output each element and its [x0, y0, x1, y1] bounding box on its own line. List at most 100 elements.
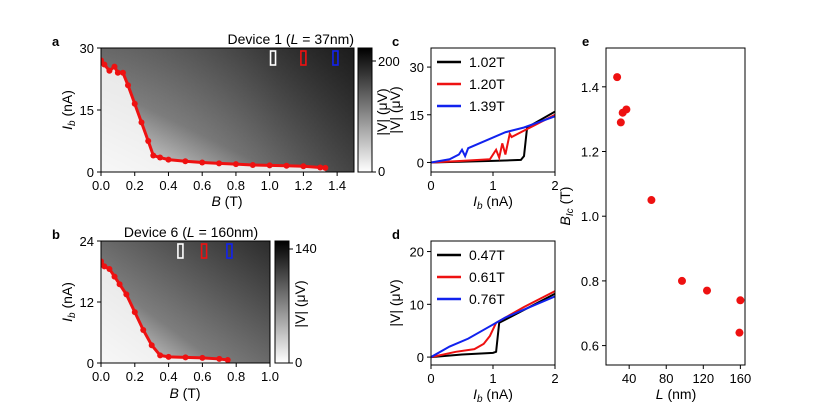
panel-a-critical-point — [322, 164, 329, 171]
panel-b-xtick-label: 0.2 — [126, 369, 144, 384]
panel-b-field-marker — [226, 243, 233, 259]
panel-a-critical-point — [216, 160, 223, 167]
panel-b-field-marker — [177, 243, 184, 259]
panel-b-critical-point — [148, 342, 155, 349]
panel-a-critical-point — [114, 69, 121, 76]
panel-c-legend-label: 1.39T — [469, 98, 505, 114]
panel-b-colorbar-tick-max: 140 — [295, 241, 317, 256]
panel-e-point — [613, 73, 622, 82]
panel-b-xlabel: B (T) — [169, 385, 200, 401]
panel-e-points — [613, 73, 745, 337]
panel-e-xtick-label: 40 — [622, 371, 636, 386]
panel-d-ytick-label: 0 — [417, 350, 424, 365]
panel-c-xtick-label: 1 — [489, 178, 496, 193]
panel-a-critical-point — [249, 161, 256, 168]
panel-d-legend-label: 0.47T — [469, 247, 505, 263]
panel-a-critical-current-curve — [101, 57, 329, 171]
panel-a-xtick-label: 0.4 — [159, 178, 177, 193]
panel-d-legend-label: 0.76T — [469, 291, 505, 307]
panel-e-ytick-label: 1.0 — [581, 209, 599, 224]
panel-a-critical-point — [150, 152, 157, 159]
panel-a-critical-point — [165, 156, 172, 163]
panel-e-xlabel: L (nm) — [656, 386, 696, 402]
panel-b-critical-point — [101, 263, 108, 270]
panel-c-series — [431, 110, 555, 164]
panel-a-title: Device 1 (L = 37nm) — [228, 31, 354, 47]
panel-a-xtick-label: 1.4 — [328, 178, 346, 193]
panel-b-ytick-label: 12 — [80, 295, 94, 310]
panel-b-critical-point — [101, 258, 104, 265]
panel-a-ytick-label: 15 — [80, 103, 94, 118]
panel-b-colorbar — [274, 240, 290, 364]
panel-e-frame — [605, 47, 746, 366]
panel-b-critical-point — [123, 291, 130, 298]
panel-b-critical-point — [140, 326, 147, 333]
panel-label-c: c — [392, 34, 399, 49]
panel-b-xtick-label: 0.8 — [227, 369, 245, 384]
panel-a-critical-point — [182, 158, 189, 165]
panel-b-critical-point — [224, 356, 231, 363]
panel-b-critical-point — [182, 354, 189, 361]
panel-b-xtick-label: 0.0 — [92, 369, 110, 384]
panel-e-xtick-label: 120 — [692, 371, 714, 386]
panel-a-critical-point — [138, 119, 145, 126]
panel-a-colorbar-label: |V| (μV) — [374, 88, 390, 135]
panel-d-series-line — [431, 295, 555, 358]
panel-a-critical-point — [157, 154, 164, 161]
panel-a-critical-point — [101, 61, 108, 68]
panel-a-ytick-label: 30 — [80, 41, 94, 56]
panel-e-point — [735, 328, 744, 337]
panel-label-a: a — [52, 34, 60, 49]
panel-b-xtick-label: 1.0 — [261, 369, 279, 384]
panel-d-legend-label: 0.61T — [469, 269, 505, 285]
panel-b-superconducting-region — [101, 261, 228, 363]
panel-c-xtick-label: 0 — [427, 178, 434, 193]
panel-d-xtick-label: 1 — [489, 371, 496, 386]
panel-c-ytick-label: 15 — [410, 108, 424, 123]
panel-d-series-line — [431, 292, 555, 359]
panel-a-critical-point — [283, 162, 290, 169]
panel-c-legend: 1.02T 1.20T 1.39T — [437, 54, 505, 114]
panel-b-ylabel: Ib (nA) — [59, 282, 78, 322]
panel-b-critical-current-curve — [101, 258, 231, 363]
panel-a-superconducting-region — [101, 60, 326, 172]
panel-d-series — [431, 290, 555, 359]
panel-b-critical-point — [165, 353, 172, 360]
panel-d-ytick-label: 20 — [410, 245, 424, 260]
panel-a-field-marker — [269, 50, 277, 66]
panel-c-series-line — [431, 115, 555, 164]
panel-e-ylabel: BIc (T) — [557, 187, 576, 226]
panel-a-critical-point — [300, 163, 307, 170]
panel-a-colorbar-tick-min: 0 — [378, 164, 385, 179]
panel-e: 40 80 120 160 0.6 0.8 1.0 1.2 1.4 L (nm) BIc (T… — [557, 47, 752, 402]
panel-a-xtick-label: 0.8 — [227, 178, 245, 193]
panel-e-xtick-label: 160 — [730, 371, 752, 386]
panel-a-critical-point — [317, 164, 324, 171]
panel-b-field-markers — [177, 243, 233, 259]
panel-a-field-markers — [269, 50, 339, 66]
panel-d: 0 1 2 0 10 20 0.47T 0.61T 0.76T Ib (nA) |V| (μ… — [387, 240, 559, 405]
panel-label-d: d — [392, 227, 400, 242]
panel-b-colorbar-label: |V| (μV) — [292, 280, 308, 327]
panel-b-xtick-label: 0.6 — [193, 369, 211, 384]
panel-c-ytick-label: 30 — [410, 60, 424, 75]
panel-e-ytick-label: 0.6 — [581, 339, 599, 354]
panel-c-series-line — [431, 113, 555, 164]
panel-a-critical-point — [119, 69, 126, 76]
panel-e-xtick-label: 80 — [659, 371, 673, 386]
panel-a-xtick-label: 1.2 — [294, 178, 312, 193]
panel-d-legend: 0.47T 0.61T 0.76T — [437, 247, 505, 307]
panel-c-xlabel: Ib (nA) — [473, 193, 513, 212]
panel-e-ytick-label: 0.8 — [581, 274, 599, 289]
panel-b-critical-point — [216, 355, 223, 362]
panel-e-point — [647, 196, 656, 205]
panel-b-critical-point — [131, 309, 138, 316]
panel-d-xlabel: Ib (nA) — [473, 386, 513, 405]
panel-d-xtick-label: 2 — [551, 371, 558, 386]
panel-a-critical-point — [124, 82, 131, 89]
panel-b-critical-point — [111, 273, 118, 280]
panel-d-xtick-label: 0 — [427, 371, 434, 386]
panel-c-xtick-label: 2 — [551, 178, 558, 193]
panel-a-critical-point — [131, 100, 138, 107]
panel-e-point — [677, 276, 686, 285]
